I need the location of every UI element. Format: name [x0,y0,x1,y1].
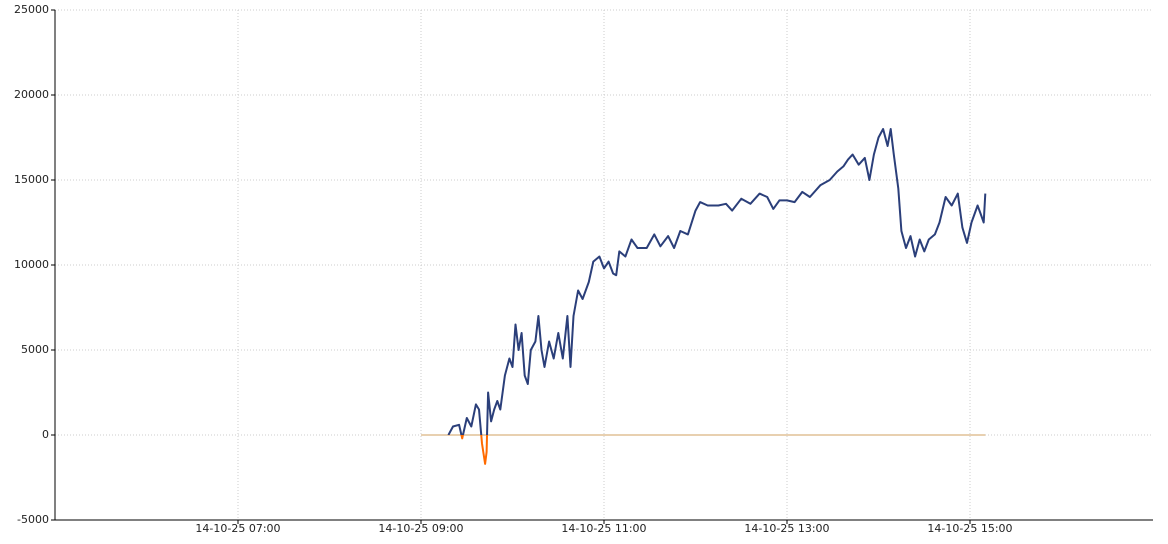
line-series [447,128,987,465]
y-tick-label: -5000 [17,513,49,526]
y-tick-label: 20000 [14,88,49,101]
x-tick-label: 14-10-25 09:00 [378,522,463,535]
x-tick-label: 14-10-25 07:00 [195,522,280,535]
x-tick-label: 14-10-25 11:00 [561,522,646,535]
y-tick-label: 0 [42,428,49,441]
y-tick-label: 10000 [14,258,49,271]
x-tick-label: 14-10-25 13:00 [744,522,829,535]
x-tick-label: 14-10-25 15:00 [927,522,1012,535]
y-tick-label: 25000 [14,3,49,16]
y-tick-label: 5000 [21,343,49,356]
y-tick-label: 15000 [14,173,49,186]
